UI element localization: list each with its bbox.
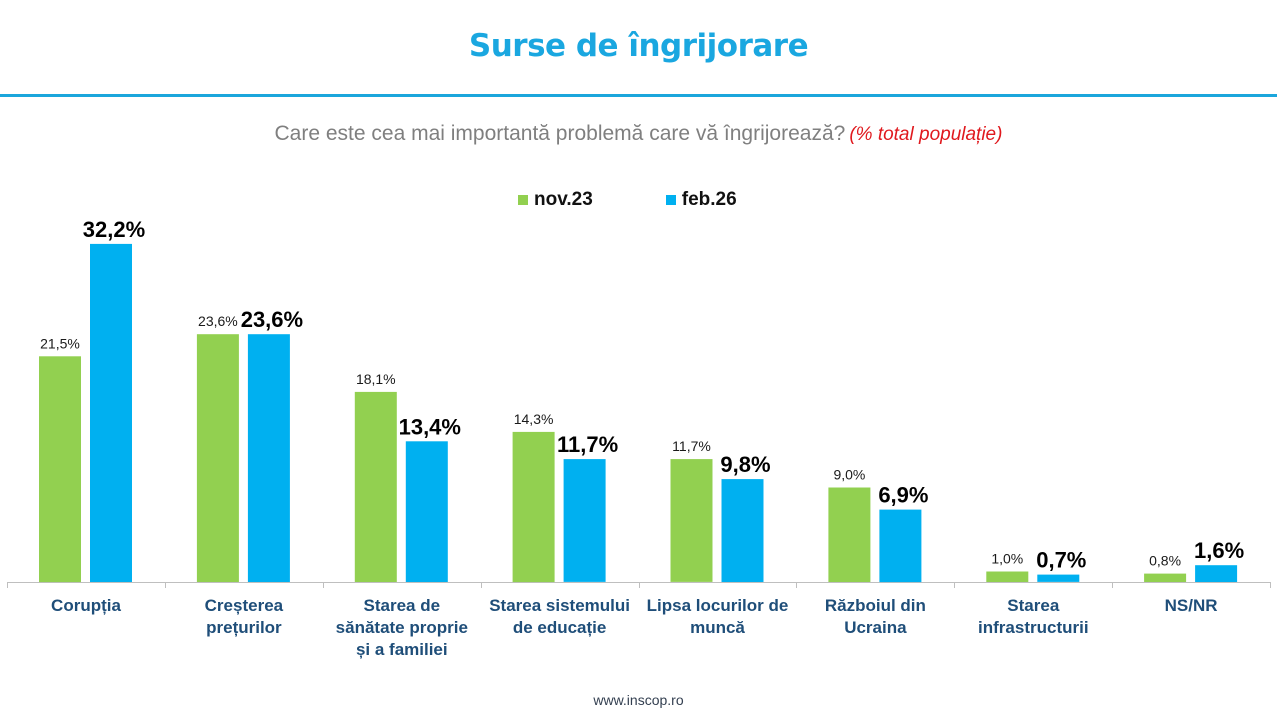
subtitle-question: Care este cea mai importantă problemă ca… bbox=[274, 122, 846, 145]
bar-nov23-4 bbox=[670, 459, 713, 582]
data-label-feb26-3: 11,7% bbox=[557, 432, 618, 457]
data-label-feb26-5: 6,9% bbox=[878, 483, 928, 508]
bar-feb26-7 bbox=[1195, 565, 1238, 582]
category-label: Războiul din Ucraina bbox=[824, 596, 926, 637]
title-divider bbox=[0, 94, 1277, 97]
bar-feb26-1 bbox=[247, 334, 290, 582]
chart-subtitle: Care este cea mai importantă problemă ca… bbox=[0, 122, 1277, 146]
bar-nov23-2 bbox=[354, 391, 397, 582]
data-label-nov23-5: 9,0% bbox=[833, 467, 865, 483]
category-label: Lipsa locurilor de muncă bbox=[646, 596, 789, 637]
legend-item-feb26: feb.26 bbox=[665, 189, 737, 211]
bar-feb26-4 bbox=[721, 479, 764, 582]
data-label-feb26-0: 32,2% bbox=[83, 217, 145, 242]
footer-url: www.inscop.ro bbox=[593, 692, 684, 708]
category-label: Creșterea prețurilor bbox=[204, 596, 284, 637]
bar-feb26-0 bbox=[90, 243, 132, 582]
data-label-feb26-4: 9,8% bbox=[720, 452, 770, 477]
bar-nov23-5 bbox=[828, 487, 871, 582]
bar-nov23-0 bbox=[39, 356, 81, 583]
bar-nov23-3 bbox=[512, 431, 555, 583]
legend-label-nov23: nov.23 bbox=[534, 189, 593, 210]
category-label: NS/NR bbox=[1164, 596, 1218, 615]
data-label-feb26-6: 0,7% bbox=[1036, 548, 1086, 573]
data-label-nov23-1: 23,6% bbox=[198, 313, 238, 329]
subtitle-note: (% total populație) bbox=[849, 124, 1003, 145]
bar-nov23-1 bbox=[196, 334, 239, 582]
bar-feb26-3 bbox=[563, 459, 606, 582]
chart-legend: nov.23 feb.26 bbox=[518, 189, 737, 211]
legend-label-feb26: feb.26 bbox=[681, 189, 737, 210]
data-label-nov23-0: 21,5% bbox=[40, 335, 80, 351]
category-label: Starea sistemului de educație bbox=[489, 596, 630, 637]
bar-feb26-2 bbox=[405, 441, 448, 582]
legend-item-nov23: nov.23 bbox=[518, 189, 593, 211]
data-label-feb26-7: 1,6% bbox=[1194, 538, 1244, 563]
data-label-nov23-7: 0,8% bbox=[1149, 553, 1181, 569]
bar-nov23-7 bbox=[1144, 573, 1187, 582]
data-label-nov23-4: 11,7% bbox=[672, 438, 711, 454]
legend-swatch-nov23 bbox=[518, 195, 528, 205]
category-label: Starea infrastructurii bbox=[978, 596, 1089, 637]
bar-feb26-6 bbox=[1037, 574, 1080, 582]
page-title: Surse de îngrijorare bbox=[468, 28, 809, 64]
bar-feb26-5 bbox=[879, 509, 922, 583]
data-label-nov23-2: 18,1% bbox=[356, 371, 396, 387]
category-label: Starea de sănătate proprie și a familiei bbox=[335, 596, 468, 659]
legend-swatch-feb26 bbox=[665, 195, 676, 205]
data-label-nov23-3: 14,3% bbox=[514, 411, 554, 427]
category-label: Corupția bbox=[51, 596, 121, 615]
bar-nov23-6 bbox=[986, 571, 1029, 582]
data-label-nov23-6: 1,0% bbox=[991, 551, 1023, 567]
data-label-feb26-1: 23,6% bbox=[241, 307, 303, 332]
data-label-feb26-2: 13,4% bbox=[399, 414, 461, 439]
